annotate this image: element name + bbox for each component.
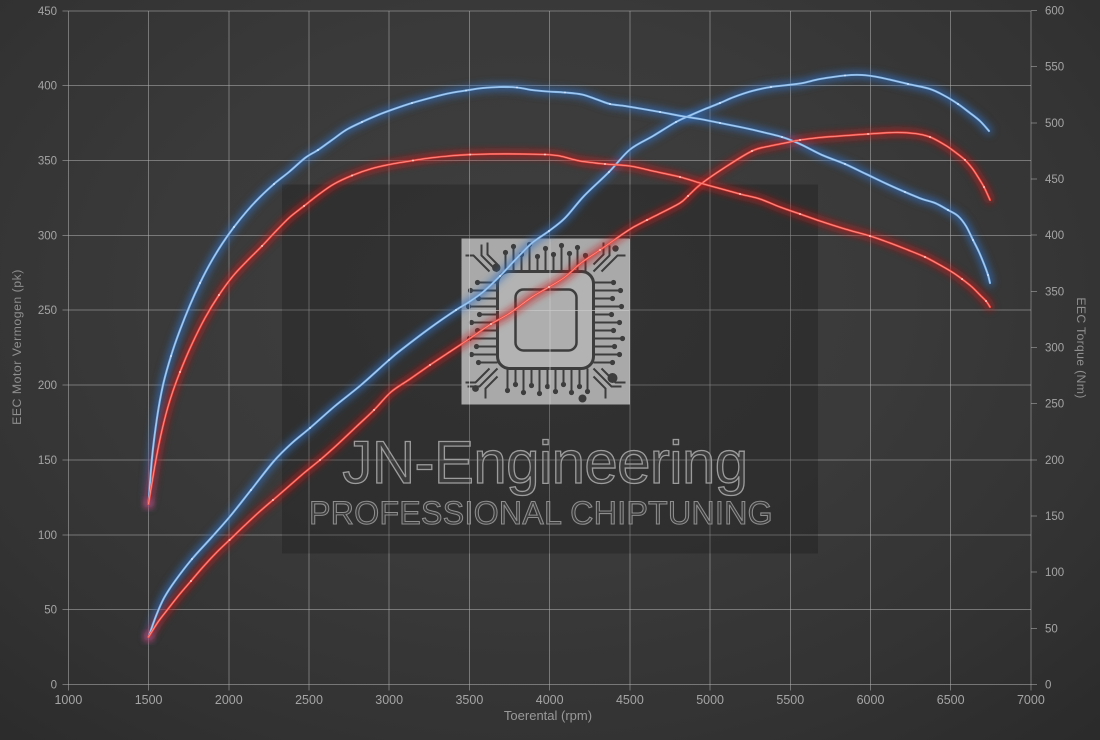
- svg-text:6500: 6500: [937, 693, 965, 707]
- svg-text:4500: 4500: [616, 693, 644, 707]
- svg-text:7000: 7000: [1017, 693, 1045, 707]
- svg-text:2500: 2500: [295, 693, 323, 707]
- svg-text:0: 0: [51, 680, 57, 692]
- svg-text:450: 450: [38, 6, 57, 18]
- svg-text:1500: 1500: [135, 693, 163, 707]
- svg-text:100: 100: [38, 530, 57, 542]
- svg-text:250: 250: [38, 305, 57, 317]
- svg-text:0: 0: [1045, 680, 1051, 692]
- svg-text:150: 150: [38, 455, 57, 467]
- svg-text:1000: 1000: [54, 693, 82, 707]
- svg-text:50: 50: [1045, 623, 1058, 635]
- svg-text:JN-Engineering: JN-Engineering: [342, 429, 747, 496]
- svg-text:500: 500: [1045, 118, 1064, 130]
- svg-text:3000: 3000: [375, 693, 403, 707]
- svg-text:350: 350: [1045, 286, 1064, 298]
- svg-text:450: 450: [1045, 174, 1064, 186]
- svg-text:6000: 6000: [857, 693, 885, 707]
- svg-text:3500: 3500: [455, 693, 483, 707]
- svg-text:2000: 2000: [215, 693, 243, 707]
- svg-text:PROFESSIONAL CHIPTUNING: PROFESSIONAL CHIPTUNING: [309, 495, 773, 531]
- svg-text:250: 250: [1045, 399, 1064, 411]
- svg-text:300: 300: [38, 230, 57, 242]
- svg-text:100: 100: [1045, 567, 1064, 579]
- svg-text:300: 300: [1045, 343, 1064, 355]
- svg-text:50: 50: [44, 605, 57, 617]
- svg-text:200: 200: [1045, 455, 1064, 467]
- svg-text:350: 350: [38, 156, 57, 168]
- svg-text:400: 400: [38, 81, 57, 93]
- svg-text:5000: 5000: [696, 693, 724, 707]
- svg-text:EEC Torque (Nm): EEC Torque (Nm): [1074, 297, 1088, 398]
- svg-text:5500: 5500: [776, 693, 804, 707]
- svg-text:Toerental (rpm): Toerental (rpm): [504, 708, 592, 723]
- svg-text:150: 150: [1045, 511, 1064, 523]
- svg-text:EEC Motor Vermogen (pk): EEC Motor Vermogen (pk): [10, 269, 24, 425]
- svg-text:400: 400: [1045, 230, 1064, 242]
- svg-text:550: 550: [1045, 62, 1064, 74]
- svg-text:4000: 4000: [536, 693, 564, 707]
- svg-text:600: 600: [1045, 6, 1064, 18]
- svg-text:200: 200: [38, 380, 57, 392]
